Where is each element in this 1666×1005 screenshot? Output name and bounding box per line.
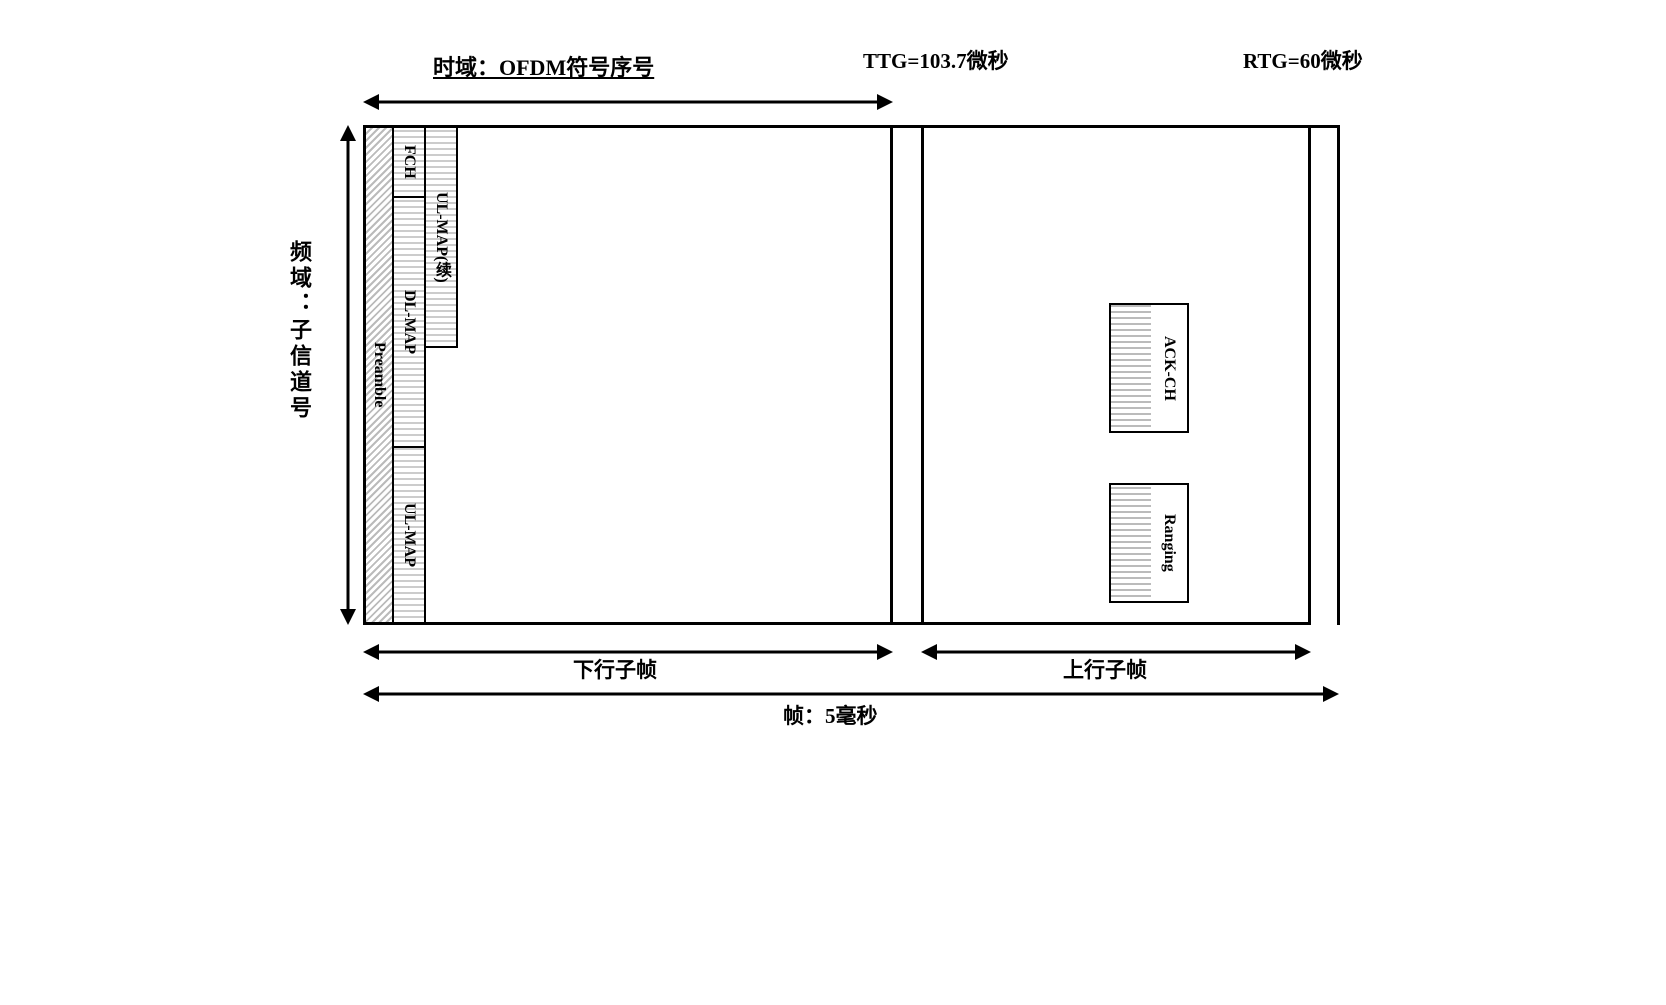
frame-area: Preamble FCH DL-MAP UL-MAP UL-MAP(续) <box>363 125 1340 625</box>
dlmap-block: DL-MAP <box>394 198 424 448</box>
ttg-gap <box>893 125 921 625</box>
ulmap-cont-label: UL-MAP(续) <box>429 192 453 283</box>
fch-label: FCH <box>400 145 418 179</box>
fch-map-column: FCH DL-MAP UL-MAP <box>394 128 426 622</box>
uplink-subframe: ACK-CH Ranging <box>921 125 1311 625</box>
ulmap-label: UL-MAP <box>400 503 418 567</box>
rtg-gap <box>1311 125 1337 625</box>
ackch-label: ACK-CH <box>1160 336 1178 401</box>
downlink-label: 下行子帧 <box>573 654 657 684</box>
ackch-hatch <box>1111 305 1151 431</box>
time-domain-arrow <box>363 90 893 114</box>
y-axis-label: 频域：子信道号 <box>283 240 315 422</box>
end-line <box>1337 125 1340 625</box>
downlink-subframe: Preamble FCH DL-MAP UL-MAP UL-MAP(续) <box>363 125 893 625</box>
ranging-hatch <box>1111 485 1151 601</box>
freq-domain-arrow <box>336 125 360 625</box>
preamble-block: Preamble <box>366 128 394 622</box>
ranging-label: Ranging <box>1160 514 1178 572</box>
rtg-label: RTG=60微秒 <box>1243 45 1363 75</box>
x-axis-label: 时域：OFDM符号序号 <box>433 50 654 82</box>
dlmap-label: DL-MAP <box>400 290 418 354</box>
frame-diagram: 频域：子信道号 时域：OFDM符号序号 TTG=103.7微秒 RTG=60微秒… <box>283 40 1383 760</box>
ulmap-cont-block: UL-MAP(续) <box>426 128 458 348</box>
fch-block: FCH <box>394 128 424 198</box>
uplink-label: 上行子帧 <box>1063 654 1147 684</box>
ackch-block: ACK-CH <box>1109 303 1189 433</box>
ulmap-block: UL-MAP <box>394 448 424 622</box>
preamble-label: Preamble <box>370 342 388 407</box>
frame-label: 帧：5毫秒 <box>783 700 878 730</box>
ranging-block: Ranging <box>1109 483 1189 603</box>
ttg-label: TTG=103.7微秒 <box>863 45 1009 75</box>
